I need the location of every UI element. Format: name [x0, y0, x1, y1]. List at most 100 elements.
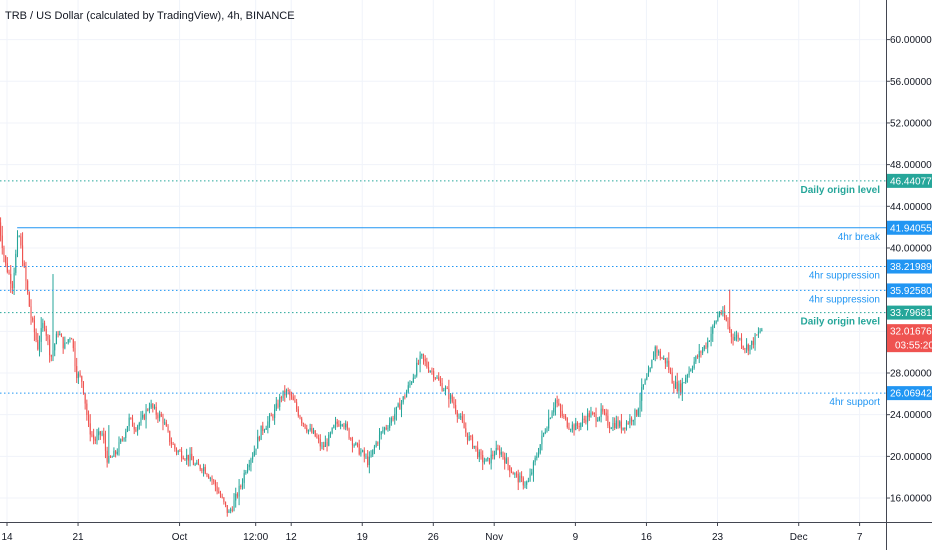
candle-body	[348, 428, 350, 439]
current-price-text: 32.016761	[890, 327, 932, 338]
candle-body	[108, 455, 110, 463]
candle-body	[477, 447, 479, 458]
candle-body	[338, 423, 340, 427]
candle-body	[235, 493, 237, 501]
candle-body	[137, 426, 139, 431]
candle-body	[82, 381, 85, 393]
candle-body	[314, 430, 316, 437]
candle-body	[218, 491, 220, 494]
candle-body	[514, 473, 516, 475]
candle-body	[216, 486, 218, 492]
time-axis[interactable]: 14 21 Oct 12:00 12 19 26 Nov 9 16 23 Dec 7	[1, 522, 863, 543]
candle-body	[619, 421, 621, 427]
candle-body	[363, 450, 365, 457]
candle-body	[304, 423, 306, 429]
candle-body	[294, 400, 296, 403]
candle-body	[389, 422, 391, 428]
candle-body	[245, 471, 247, 474]
candle-body	[231, 509, 233, 511]
candle-body	[433, 371, 435, 378]
candle-body	[441, 383, 443, 391]
candle-body	[333, 425, 335, 428]
candle-body	[236, 493, 238, 497]
candle-body	[189, 453, 191, 461]
candle-body	[658, 351, 660, 353]
candle-body	[252, 456, 254, 460]
candle-body	[329, 432, 331, 435]
candle-body	[463, 421, 465, 429]
candle-body	[641, 387, 643, 401]
candle-body	[279, 397, 281, 407]
candle-body	[49, 339, 51, 356]
candle-body	[531, 472, 533, 475]
candle-body	[688, 370, 690, 376]
level-price-badge	[887, 220, 932, 235]
candle-body	[113, 451, 115, 457]
candle-body	[705, 345, 707, 348]
candle-body	[192, 460, 194, 465]
candle-body	[106, 450, 108, 463]
candle-body	[724, 311, 726, 318]
candle-body	[57, 333, 59, 335]
candle-body	[424, 358, 426, 362]
candle-body	[720, 312, 722, 314]
candle-body	[27, 280, 29, 293]
candle-body	[91, 434, 93, 436]
candle-body	[323, 445, 325, 447]
candle-body	[558, 403, 560, 406]
candle-body	[470, 435, 472, 437]
candle-body	[164, 422, 166, 424]
grid	[0, 0, 886, 522]
candle-body	[659, 351, 661, 359]
candle-body	[482, 455, 484, 463]
candle-body	[138, 423, 140, 427]
candle-body	[86, 403, 88, 416]
candle-body	[77, 373, 79, 379]
candle-body	[759, 331, 761, 333]
candle-body	[309, 428, 311, 430]
candle-body	[492, 454, 494, 457]
candle-body	[510, 471, 513, 473]
candle-body	[255, 448, 257, 452]
candle-body	[206, 473, 208, 476]
candle-body	[326, 442, 328, 446]
candle-body	[1, 235, 3, 249]
candle-body	[367, 456, 369, 465]
candle-body	[81, 376, 83, 382]
candle-body	[394, 414, 396, 420]
candle-body	[549, 417, 551, 419]
level-price-badge	[887, 283, 932, 298]
candle-body	[123, 437, 125, 440]
candle-body	[651, 359, 653, 369]
candle-body	[752, 340, 754, 345]
candle-body	[416, 362, 418, 376]
candle-body	[527, 480, 529, 482]
candle-body	[40, 328, 42, 342]
candle-body	[194, 464, 196, 466]
level-price-badge	[887, 173, 932, 188]
candle-body	[453, 401, 455, 405]
candle-body	[756, 334, 758, 336]
y-tick-label: 28.000000	[890, 369, 932, 380]
candle-body	[208, 475, 210, 479]
candle-body	[444, 387, 447, 391]
candle-body	[76, 366, 78, 379]
candle-body	[23, 263, 25, 267]
candle-body	[50, 355, 52, 357]
candle-body	[654, 346, 656, 357]
candle-body	[145, 409, 147, 420]
candle-body	[529, 474, 531, 481]
candle-body	[620, 421, 622, 430]
candle-body	[554, 399, 556, 408]
candle-body	[219, 493, 222, 497]
candle-body	[282, 390, 284, 399]
candle-body	[598, 417, 600, 420]
candle-body	[568, 427, 570, 430]
y-tick-label: 40.000000	[890, 243, 932, 254]
candle-body	[321, 445, 323, 447]
candle-body	[272, 415, 274, 419]
candle-body	[602, 408, 604, 412]
candle-body	[280, 397, 282, 399]
candle-body	[522, 478, 524, 486]
